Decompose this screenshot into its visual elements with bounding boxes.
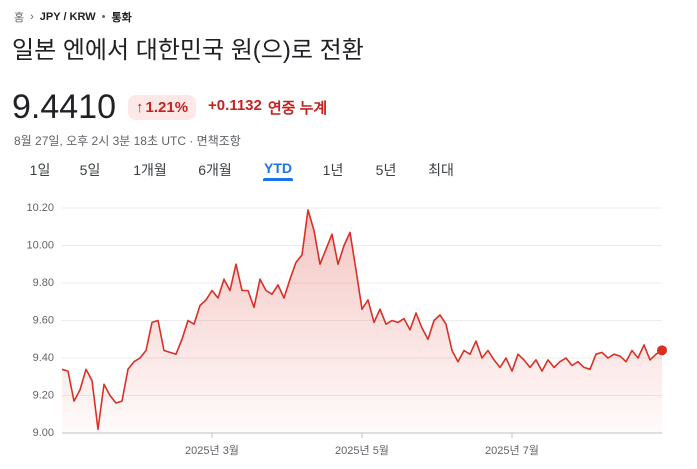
x-tick-label: 2025년 5월 [335,444,389,457]
range-tab[interactable]: 1일 [29,162,51,178]
area [62,209,662,433]
change-percent: 1.21% [145,99,189,116]
price: 9.4410 [12,88,116,126]
timestamp: 8월 27일, 오후 2시 3분 18초 UTC [14,134,186,148]
range-tab[interactable]: 1년 [322,162,344,178]
breadcrumb-home[interactable]: 홈 [14,12,25,24]
range-tab[interactable]: 5일 [79,162,101,178]
range-tab[interactable]: YTD [264,160,292,176]
y-tick-label: 9.80 [33,277,54,289]
change-period: 연중 누계 [267,100,328,117]
y-tick-label: 9.20 [33,389,54,401]
range-tab[interactable]: 6개월 [198,162,232,178]
breadcrumb: 홈 › JPY / KRW • 통화 [14,9,132,25]
timestamp-line: 8월 27일, 오후 2시 3분 18초 UTC · 면책조항 [14,134,241,148]
chart: 9.00 9.20 9.40 9.60 9.80 10.00 10.20 2025년 3월 20… [26,202,667,457]
breadcrumb-dot: • [101,11,106,23]
last-point [657,345,667,356]
y-tick-label: 9.60 [33,314,54,326]
breadcrumb-separator: › [30,11,34,23]
y-tick-label: 10.00 [26,239,54,251]
page-title: 일본 엔에서 대한민국 원(으)로 전환 [12,37,364,64]
price-line [61,209,663,431]
range-tab[interactable]: 1개월 [133,162,167,178]
range-tab[interactable]: 5년 [375,162,397,178]
x-tick-label: 2025년 3월 [185,444,239,457]
up-arrow: ↑ [136,99,144,116]
range-tabs: 1일 5일 1개월 6개월 YTD 1년 5년 최대 [0,158,697,184]
x-tick-label: 2025년 7월 [485,444,539,457]
breadcrumb-category[interactable]: 통화 [111,12,132,24]
change-value: +0.1132 [208,97,262,114]
disclaimer[interactable]: 면책조항 [196,134,241,148]
change-chip: ↑ 1.21% [128,95,197,120]
y-tick-label: 10.20 [26,202,54,214]
y-tick-label: 9.00 [33,427,54,439]
active-tab-indicator [263,178,293,181]
change: +0.1132 연중 누계 [208,97,327,118]
breadcrumb-pair[interactable]: JPY / KRW [39,11,96,23]
quote: 9.4410 ↑ 1.21% +0.1132 연중 누계 [12,88,327,127]
y-tick-label: 9.40 [33,352,54,364]
range-tab[interactable]: 최대 [428,162,454,178]
